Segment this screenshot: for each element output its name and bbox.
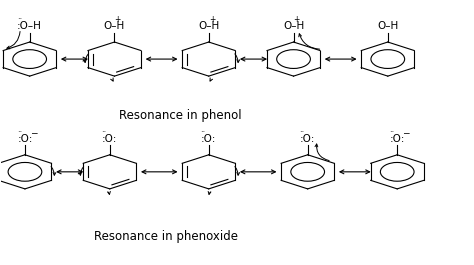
Text: +: + <box>294 15 300 24</box>
Text: Resonance in phenoxide: Resonance in phenoxide <box>94 230 238 243</box>
Text: :O:: :O: <box>102 134 118 144</box>
Text: ··: ·· <box>201 128 206 137</box>
Text: Resonance in phenol: Resonance in phenol <box>119 109 242 122</box>
Text: ··: ·· <box>17 128 22 137</box>
Text: O–H: O–H <box>198 21 219 31</box>
Text: −: − <box>30 128 37 137</box>
Text: :O:: :O: <box>17 134 33 144</box>
Text: :O:: :O: <box>201 134 217 144</box>
Text: +: + <box>209 15 215 24</box>
Text: +: + <box>115 15 121 24</box>
Text: ··: ·· <box>300 128 305 137</box>
Text: ··: ·· <box>101 128 107 137</box>
Text: :O–H: :O–H <box>17 21 42 31</box>
Text: :O:: :O: <box>300 134 315 144</box>
Text: −: − <box>402 128 410 137</box>
Text: ··: ·· <box>389 128 394 137</box>
Text: :O:: :O: <box>390 134 405 144</box>
Text: ··: ·· <box>18 15 23 24</box>
Text: O–H: O–H <box>283 21 304 31</box>
Text: O–H: O–H <box>377 21 399 31</box>
Text: O–H: O–H <box>104 21 125 31</box>
